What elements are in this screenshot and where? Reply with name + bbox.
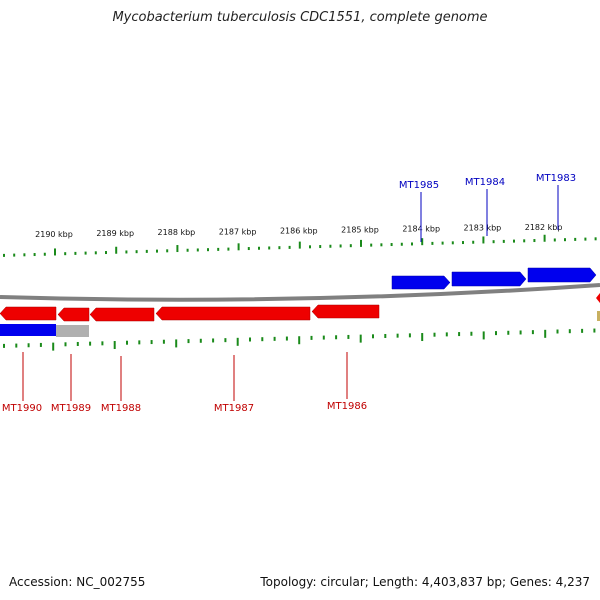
edge-gene-marker xyxy=(597,311,600,321)
reverse-gene-MT1988 xyxy=(89,307,155,322)
reverse-strand-genes xyxy=(0,293,600,337)
reverse-gene-MT1986 xyxy=(311,304,380,319)
gene-label-MT1984: MT1984 xyxy=(465,177,505,188)
outer-tick-ring xyxy=(3,234,597,257)
accession-label: Accession: NC_002755 xyxy=(9,575,146,589)
genome-backbone xyxy=(0,283,600,302)
scale-label: 2188 kbp xyxy=(158,228,196,237)
scale-label: 2190 kbp xyxy=(35,230,73,239)
partial-gene-grey xyxy=(56,325,89,337)
gene-label-MT1988: MT1988 xyxy=(101,403,141,414)
map-title: Mycobacterium tuberculosis CDC1551, comp… xyxy=(112,10,488,25)
forward-gene-MT1985 xyxy=(391,275,451,290)
forward-gene-MT1983 xyxy=(527,267,597,283)
partial-gene-blue xyxy=(0,324,56,336)
forward-strand-genes xyxy=(391,267,597,290)
scale-label: 2183 kbp xyxy=(464,224,502,233)
inner-tick-ring xyxy=(3,328,596,351)
gene-label-MT1990: MT1990 xyxy=(2,403,42,414)
scale-label: 2185 kbp xyxy=(341,226,379,235)
forward-gene-MT1984 xyxy=(451,271,527,287)
gene-label-MT1985: MT1985 xyxy=(399,180,439,191)
reverse-gene-MT1990 xyxy=(0,306,57,321)
scale-label: 2186 kbp xyxy=(280,226,318,235)
scale-label: 2189 kbp xyxy=(96,229,134,238)
reverse-gene-MT1989 xyxy=(57,307,90,322)
gene-label-MT1989: MT1989 xyxy=(51,403,91,414)
edge-gene-marker xyxy=(596,293,600,303)
gene-label-MT1986: MT1986 xyxy=(327,401,367,412)
gene-label-MT1987: MT1987 xyxy=(214,403,254,414)
genome-summary: Topology: circular; Length: 4,403,837 bp… xyxy=(260,575,590,589)
gene-labels: MT1985 MT1984 MT1983 MT1990 MT1989 MT1988 MT19… xyxy=(2,173,576,414)
scale-label: 2182 kbp xyxy=(525,223,563,232)
reverse-gene-MT1987 xyxy=(155,306,311,321)
gene-label-MT1983: MT1983 xyxy=(536,173,576,184)
scale-label: 2187 kbp xyxy=(219,227,257,236)
